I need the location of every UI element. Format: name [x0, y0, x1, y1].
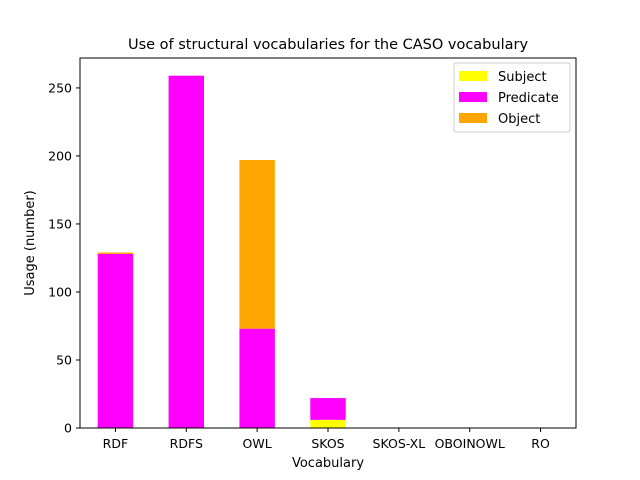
y-tick-label: 150	[48, 216, 72, 231]
legend-label-predicate: Predicate	[498, 91, 559, 106]
x-tick-label: OBOINOWL	[435, 436, 505, 451]
x-tick-label: RDFS	[170, 436, 203, 451]
bar-skos-subject	[310, 419, 346, 428]
legend-label-object: Object	[498, 112, 540, 127]
y-tick-label: 250	[48, 80, 72, 95]
y-tick-label: 50	[56, 352, 72, 367]
chart-title: Use of structural vocabularies for the C…	[128, 37, 529, 53]
bar-rdfs-predicate	[168, 75, 204, 428]
x-tick-label: OWL	[243, 436, 272, 451]
legend-label-subject: Subject	[498, 70, 547, 85]
legend: Subject Predicate Object	[453, 62, 571, 133]
y-tick-label: 0	[64, 421, 72, 436]
legend-swatch-object	[459, 113, 487, 123]
x-axis-label: Vocabulary	[292, 456, 364, 471]
x-tick-label: RO	[531, 436, 550, 451]
legend-swatch-subject	[459, 71, 487, 81]
bar-rdf-object	[97, 252, 134, 254]
y-tick-label: 100	[48, 284, 72, 299]
x-tick-label: RDF	[103, 436, 129, 451]
y-axis: 0 50 100 150 200 250	[48, 80, 80, 436]
x-axis: RDF RDFS OWL SKOS SKOS-XL OBOINOWL RO	[103, 428, 550, 451]
y-axis-label: Usage (number)	[23, 190, 38, 296]
bar-rdf-predicate	[97, 253, 134, 428]
y-tick-label: 200	[48, 148, 72, 163]
bar-skos-predicate	[310, 398, 346, 420]
bars	[97, 75, 346, 428]
legend-swatch-predicate	[459, 92, 487, 102]
bar-owl-predicate	[239, 328, 275, 428]
x-tick-label: SKOS	[311, 436, 344, 451]
bar-owl-object	[239, 160, 275, 329]
x-tick-label: SKOS-XL	[373, 436, 426, 451]
